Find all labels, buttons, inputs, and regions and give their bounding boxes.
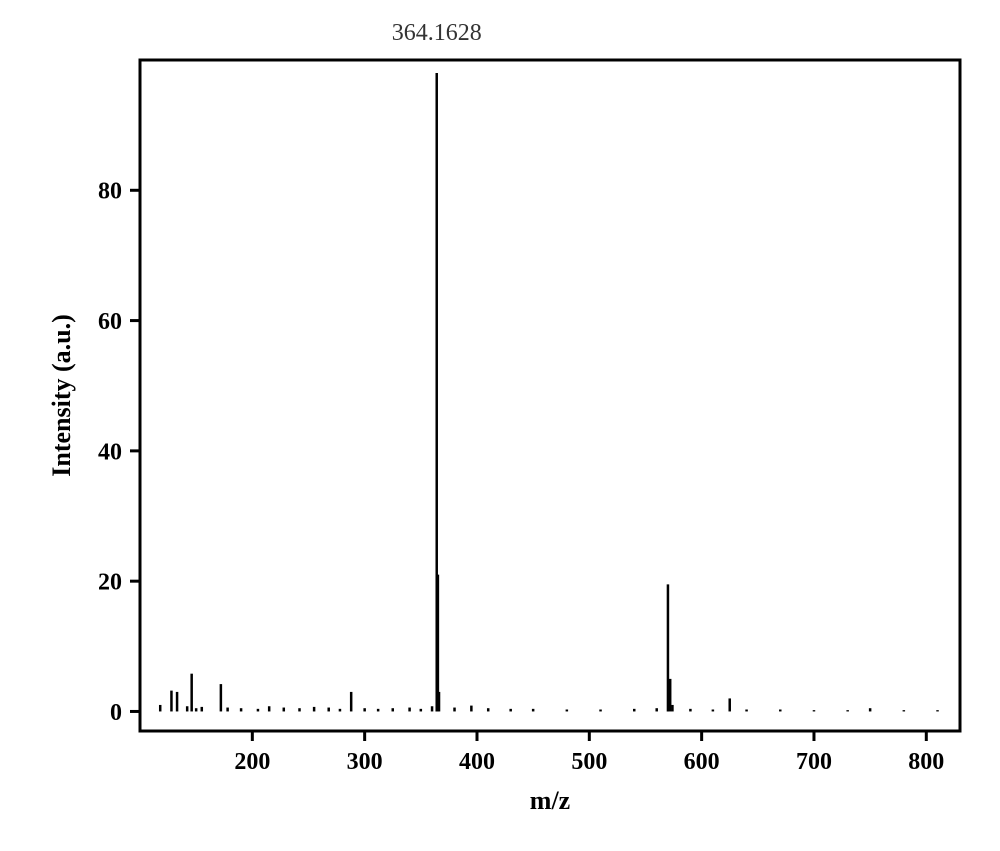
x-tick-label: 400 [459, 749, 495, 775]
y-axis-label: Intensity (a.u.) [47, 314, 76, 477]
x-tick-label: 500 [571, 749, 607, 775]
x-tick-label: 700 [796, 749, 832, 775]
x-axis-label: m/z [530, 786, 570, 815]
y-tick-label: 0 [110, 700, 122, 726]
mass-spectrum-chart: 200 300 400 500 600 700 800 0 20 40 60 80 m/z Intensi… [0, 0, 1000, 851]
y-tick-label: 80 [98, 179, 122, 205]
y-tick-label: 60 [98, 309, 122, 335]
chart-svg: 200 300 400 500 600 700 800 0 20 40 60 80 m/z Intensi… [0, 0, 1000, 851]
x-tick-label: 600 [684, 749, 720, 775]
peak-annotation: 364.1628 [392, 20, 482, 46]
y-tick-label: 20 [98, 570, 122, 596]
x-tick-label: 200 [234, 749, 270, 775]
x-tick-label: 800 [908, 749, 944, 775]
y-tick-label: 40 [98, 439, 122, 465]
x-tick-label: 300 [347, 749, 383, 775]
